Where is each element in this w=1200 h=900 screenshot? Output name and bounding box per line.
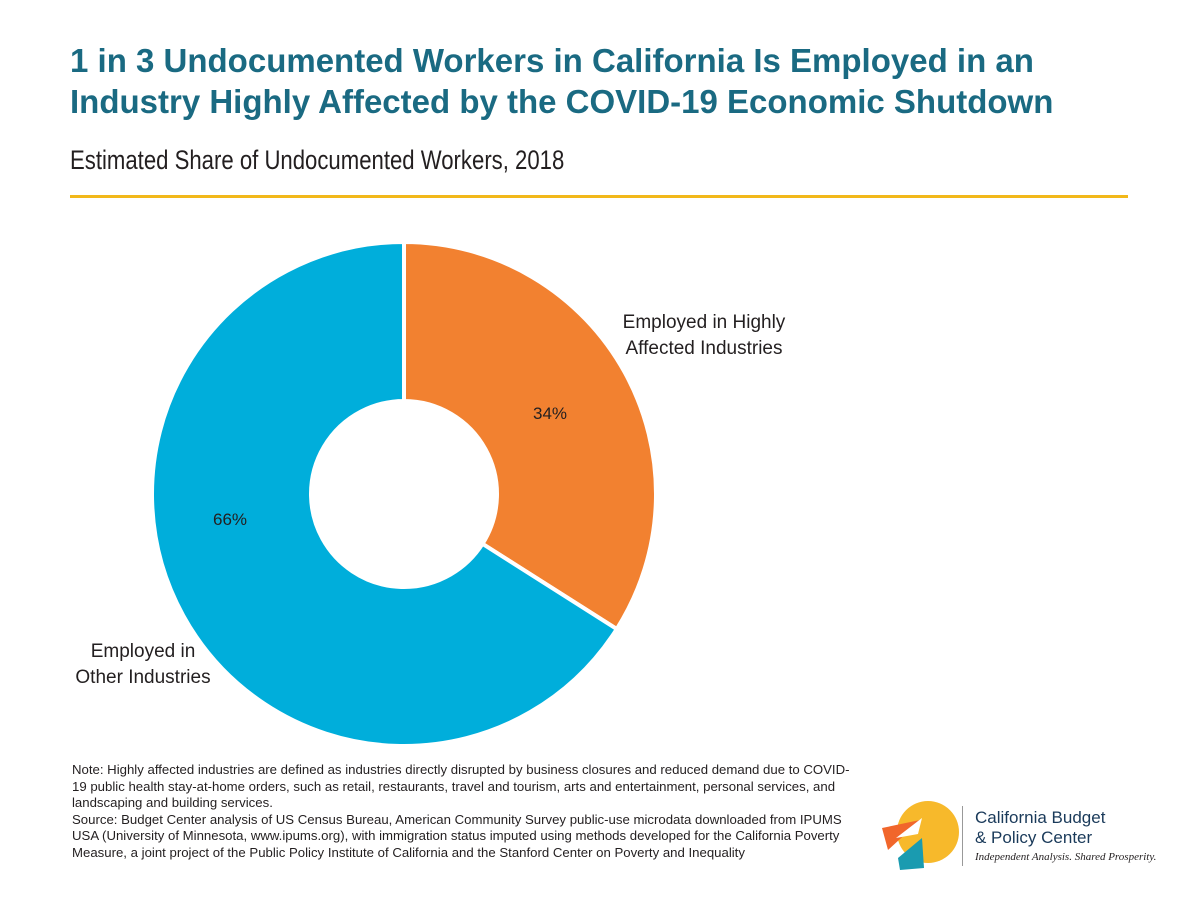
logo-white-arrow xyxy=(896,818,922,838)
donut-slice-1 xyxy=(402,239,658,632)
slice-category-label-line: Other Industries xyxy=(75,667,210,688)
title-divider xyxy=(70,195,1128,198)
logo-mark xyxy=(882,801,959,870)
chart-title: 1 in 3 Undocumented Workers in Californi… xyxy=(70,42,1054,120)
slice-value-label-2: 66% xyxy=(213,510,247,529)
logo-divider xyxy=(962,806,963,866)
note-text: Note: Highly affected industries are def… xyxy=(72,762,850,810)
slice-category-label-2: Employed in Other Industries xyxy=(75,641,210,688)
donut-slice-2 xyxy=(150,239,620,748)
slice-category-label-line: Employed in xyxy=(91,641,196,662)
chart-subtitle: Estimated Share of Undocumented Workers,… xyxy=(70,145,565,175)
logo-name-line1: California Budget xyxy=(975,808,1106,827)
logo-name: California Budget & Policy Center xyxy=(975,808,1105,848)
logo-tagline: Independent Analysis. Shared Prosperity. xyxy=(975,851,1157,863)
source-text: Source: Budget Center analysis of US Cen… xyxy=(72,811,842,860)
slice-category-label-1: Employed in Highly Affected Industries xyxy=(623,312,786,359)
logo-teal-shape xyxy=(898,838,924,870)
slice-category-label-line: Employed in Highly xyxy=(623,312,786,333)
footnotes: Note: Highly affected industries are def… xyxy=(72,762,862,861)
logo-name-line2: & Policy Center xyxy=(975,828,1093,847)
slice-value-label-1: 34% xyxy=(533,404,567,423)
slice-category-label-line: Affected Industries xyxy=(625,338,782,359)
